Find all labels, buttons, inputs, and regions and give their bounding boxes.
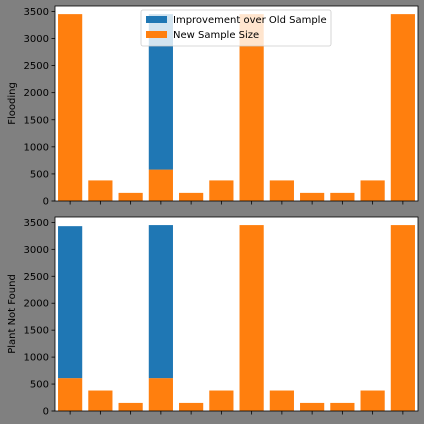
flooding-y-axis-label: Flooding (7, 82, 18, 125)
plant-not-found-axes-frame (54, 216, 419, 412)
flooding-y-tick-label-1500: 1500 (24, 115, 49, 126)
plant-not-found-bar-new-sample-6 (209, 390, 234, 411)
plant-not-found-bar-new-sample-3 (118, 402, 143, 411)
legend-label-new-sample: New Sample Size (173, 30, 259, 41)
plant-not-found-y-tick-label-3500: 3500 (24, 218, 49, 229)
flooding-bar-new-sample-5 (179, 192, 204, 201)
plant-not-found-chart: 0 500 1000 1500 2000 2500 3000 3500 Plant Not Fo… (7, 216, 419, 418)
plant-not-found-bar-new-sample-7 (239, 225, 264, 411)
flooding-bar-new-sample-6 (209, 180, 234, 201)
plant-not-found-bar-new-sample-5 (179, 402, 204, 411)
flooding-bar-new-sample-3 (118, 192, 143, 201)
plant-not-found-y-tick-label-2000: 2000 (24, 299, 49, 310)
legend: Improvement over Old Sample New Sample Si… (140, 9, 332, 47)
plant-not-found-bar-new-sample-1 (58, 378, 83, 411)
plant-not-found-bar-improvement-4 (148, 225, 173, 379)
flooding-bar-new-sample-1 (58, 14, 83, 201)
plant-not-found-y-tick-label-1500: 1500 (24, 326, 49, 337)
flooding-bar-new-sample-9 (300, 192, 325, 201)
plant-not-found-bar-new-sample-10 (330, 402, 355, 411)
flooding-bar-new-sample-12 (390, 14, 415, 201)
plant-not-found-plot-area (55, 217, 418, 411)
flooding-bar-new-sample-11 (360, 180, 385, 201)
plant-not-found-bar-new-sample-9 (300, 402, 325, 411)
flooding-axes-frame (54, 5, 419, 202)
plant-not-found-bar-new-sample-4 (148, 378, 173, 411)
plant-not-found-y-tick-label-2500: 2500 (24, 272, 49, 283)
flooding-y-tick-label-3500: 3500 (24, 7, 49, 18)
flooding-bar-new-sample-8 (269, 180, 294, 201)
flooding-y-tick-label-500: 500 (30, 169, 49, 180)
plant-not-found-bar-new-sample-8 (269, 390, 294, 411)
plant-not-found-bar-new-sample-11 (360, 390, 385, 411)
flooding-bar-new-sample-2 (88, 180, 113, 201)
plant-not-found-bar-improvement-1 (58, 226, 83, 379)
flooding-y-tick-label-0: 0 (43, 197, 49, 208)
flooding-y-tick-label-3000: 3000 (24, 34, 49, 45)
plant-not-found-y-tick-label-0: 0 (43, 407, 49, 418)
flooding-y-tick-label-1000: 1000 (24, 142, 49, 153)
legend-swatch-new-sample (146, 31, 167, 38)
legend-label-improvement: Improvement over Old Sample (173, 15, 327, 26)
plant-not-found-y-tick-label-500: 500 (30, 380, 49, 391)
plant-not-found-y-tick-label-3000: 3000 (24, 245, 49, 256)
plant-not-found-y-axis-label: Plant Not Found (7, 274, 18, 354)
plant-not-found-bar-new-sample-12 (390, 225, 415, 411)
legend-swatch-improvement (146, 16, 167, 23)
flooding-y-tick-label-2500: 2500 (24, 61, 49, 72)
flooding-y-tick-label-2000: 2000 (24, 88, 49, 99)
plant-not-found-bar-new-sample-2 (88, 390, 113, 411)
flooding-bar-new-sample-10 (330, 192, 355, 201)
flooding-bar-new-sample-4 (148, 169, 173, 201)
plant-not-found-y-tick-label-1000: 1000 (24, 353, 49, 364)
legend-box (140, 9, 332, 47)
